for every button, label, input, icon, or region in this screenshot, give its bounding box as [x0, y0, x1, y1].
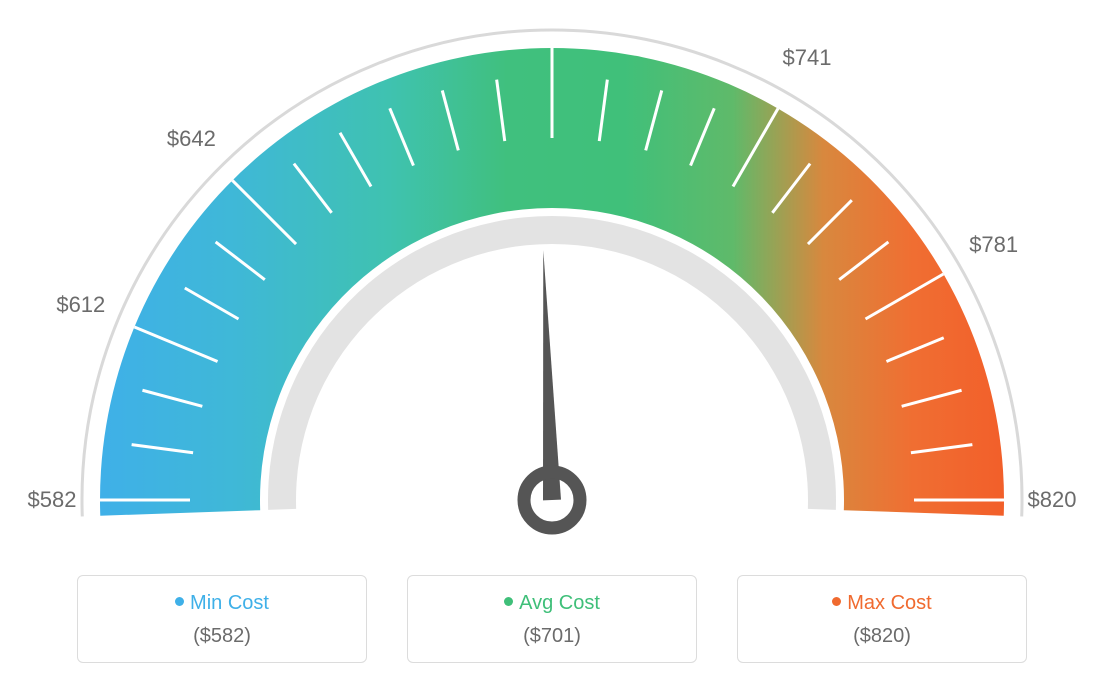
legend-label-min: Min Cost [190, 592, 269, 614]
gauge-tick-label: $781 [969, 232, 1018, 258]
gauge-tick-label: $820 [1028, 487, 1077, 513]
legend-value-avg: ($701) [408, 625, 696, 648]
dot-icon [504, 597, 513, 606]
legend-label-avg: Avg Cost [519, 592, 600, 614]
gauge-tick-label: $612 [56, 292, 105, 318]
legend-title-min: Min Cost [78, 592, 366, 615]
gauge-tick-label: $741 [783, 45, 832, 71]
gauge-tick-label: $582 [28, 487, 77, 513]
legend-label-max: Max Cost [847, 592, 931, 614]
legend-card-min: Min Cost ($582) [77, 575, 367, 663]
legend-value-min: ($582) [78, 625, 366, 648]
legend-card-max: Max Cost ($820) [737, 575, 1027, 663]
cost-gauge [0, 0, 1104, 560]
gauge-tick-label: $642 [167, 126, 216, 152]
dot-icon [832, 597, 841, 606]
legend-row: Min Cost ($582) Avg Cost ($701) Max Cost… [0, 575, 1104, 663]
legend-title-max: Max Cost [738, 592, 1026, 615]
dot-icon [175, 597, 184, 606]
gauge-tick-label: $701 [528, 0, 577, 3]
gauge-container: $582 $612 $642 $701 $741 $781 $820 [0, 0, 1104, 560]
legend-value-max: ($820) [738, 625, 1026, 648]
legend-card-avg: Avg Cost ($701) [407, 575, 697, 663]
legend-title-avg: Avg Cost [408, 592, 696, 615]
